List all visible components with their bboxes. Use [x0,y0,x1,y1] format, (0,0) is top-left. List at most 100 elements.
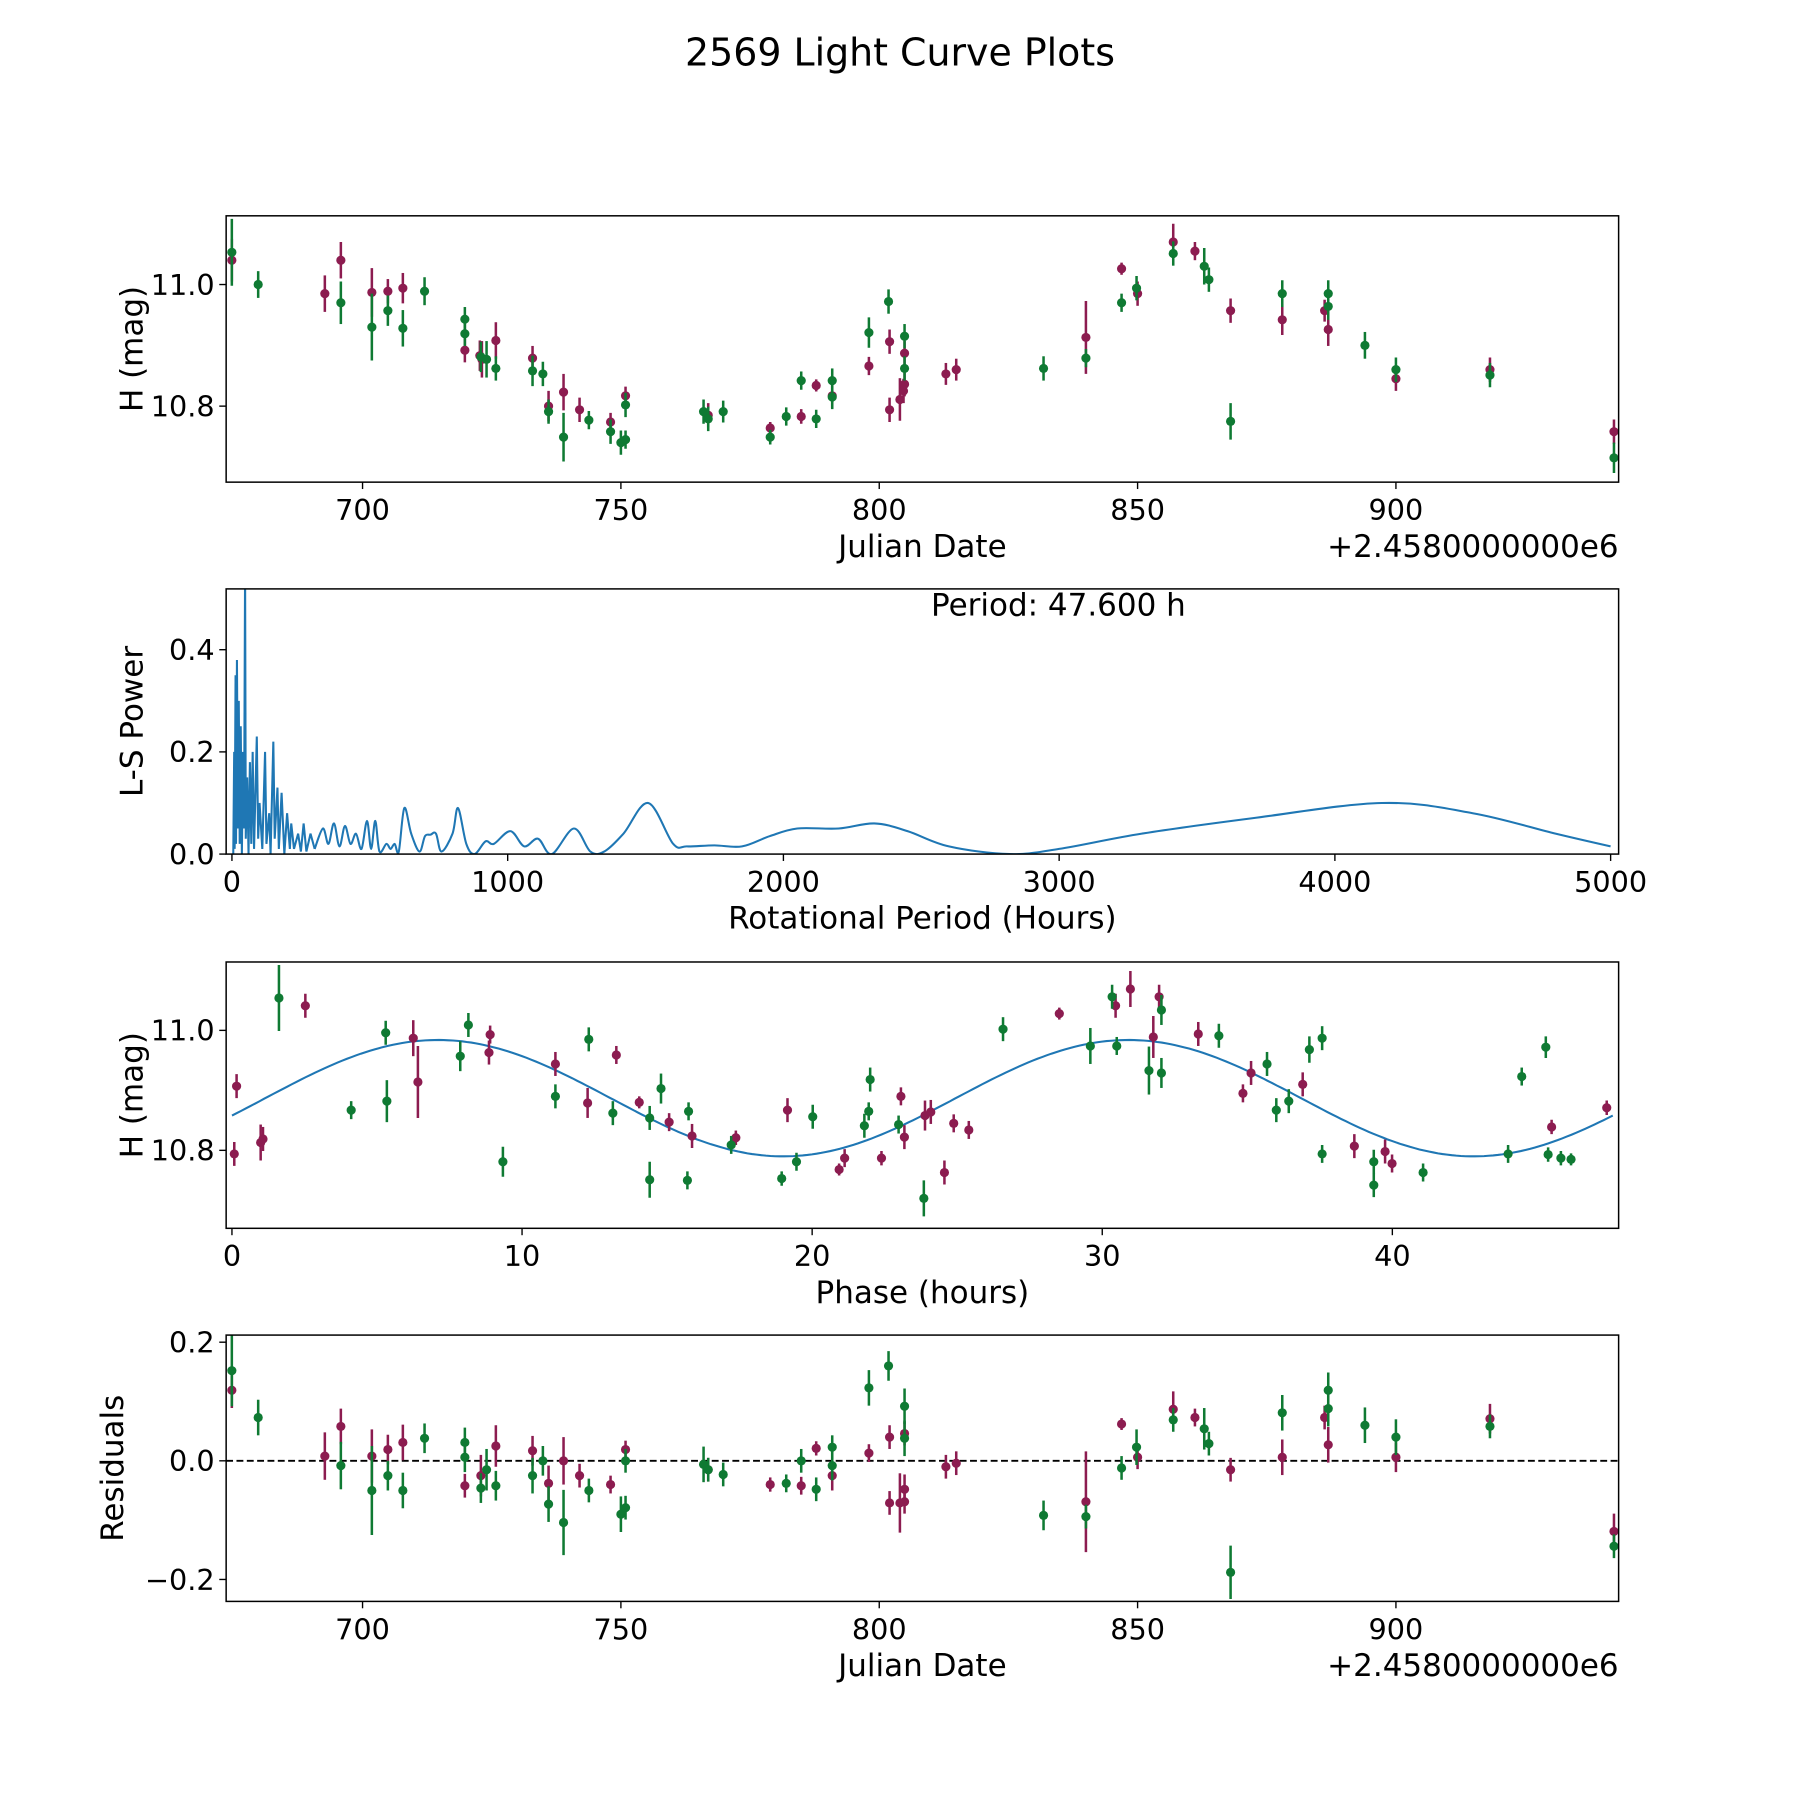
data-point [645,1105,655,1130]
data-marker [491,1481,501,1491]
data-marker [941,369,951,379]
data-point [419,1423,430,1454]
x-tick-label: 750 [594,493,649,527]
data-marker [656,1083,666,1094]
data-marker [899,348,910,358]
data-marker [1081,353,1091,363]
data-point [584,1027,594,1052]
data-point [1485,362,1495,388]
x-axis-label: Phase (hours) [816,1275,1030,1311]
data-point [584,1478,594,1503]
data-marker [1609,1526,1619,1537]
data-marker [1391,1452,1401,1462]
data-marker [527,1446,538,1456]
data-marker [620,1503,631,1513]
data-point [682,1171,692,1190]
data-marker [1271,1105,1281,1115]
data-point [1609,442,1619,474]
data-marker [899,1401,910,1411]
data-point [1323,1427,1333,1463]
data-marker [527,366,538,376]
data-point [398,1424,408,1461]
data-point [1199,1408,1209,1450]
data-marker [253,1412,263,1423]
phased-axes: 0 10 20 30 40 10.8 11.0 Phase (hours) H (mag) [114,961,1620,1311]
data-point [1081,1504,1091,1529]
data-point [382,1080,392,1123]
y-tick-label: 0.2 [169,735,215,769]
data-marker [1317,1149,1327,1159]
data-point [1349,1134,1359,1159]
data-marker [865,1074,875,1085]
data-marker [574,1471,585,1481]
data-point [231,1074,242,1099]
data-point [1556,1150,1566,1166]
data-marker [1609,453,1619,463]
data-marker [1323,1385,1333,1395]
data-point [864,356,874,376]
data-marker [336,255,346,265]
x-tick-label: 900 [1369,493,1424,527]
data-marker [463,1020,473,1030]
data-marker [1085,1041,1095,1051]
data-point [1360,331,1370,359]
data-marker [558,432,569,442]
data-point [320,275,330,312]
data-point [460,1473,470,1498]
data-point [827,384,837,410]
data-marker [827,1442,837,1452]
data-marker [1214,1031,1224,1041]
phased-frame [225,961,1620,1230]
data-marker [791,1157,802,1167]
periodogram-line-short-periods [232,588,316,855]
data-marker [584,1034,594,1044]
data-marker [894,1119,904,1130]
x-tick-label: 800 [852,1612,907,1646]
y-tick-label: −0.2 [145,1563,215,1597]
data-marker [1168,248,1178,259]
data-marker [1246,1068,1256,1078]
data-marker [1284,1096,1294,1106]
data-marker [460,1481,470,1491]
x-tick-label: 0 [223,865,241,899]
data-marker [460,345,470,355]
data-point [620,430,631,449]
lightcurve-axes: 700 750 800 850 900 10.8 11.0 Julian Date H (mag… [114,215,1620,565]
data-marker [1081,1497,1091,1507]
data-marker [481,1465,492,1475]
data-marker [383,286,393,296]
data-marker [1360,340,1370,350]
data-point [1190,1408,1200,1427]
data-point [1054,1007,1064,1020]
data-point [484,1040,494,1065]
data-marker [550,1091,561,1101]
data-point [1148,1015,1158,1058]
data-point [408,1020,418,1057]
series_a-points [227,223,1619,444]
data-marker [484,1047,494,1058]
residuals-plot-area [226,1335,1619,1600]
data-point [1277,280,1287,308]
data-marker [899,331,910,341]
data-marker [645,1113,655,1123]
data-point [864,1102,874,1121]
y-tick-label: 0.0 [169,1444,215,1478]
data-point [227,1335,237,1407]
data-marker [765,432,775,442]
data-point [703,406,713,432]
data-point [1566,1153,1576,1166]
data-point [367,1445,377,1535]
data-marker [367,287,377,298]
data-point [811,1477,821,1502]
data-marker [367,322,377,332]
data-point [1225,403,1236,440]
data-point [455,1041,465,1072]
data-marker [1225,306,1236,316]
data-marker [543,1499,554,1509]
data-marker [864,1448,874,1458]
data-point [336,281,346,325]
data-point [574,397,585,422]
data-point [1609,419,1619,444]
data-point [1107,984,1117,1009]
x-axis-label: Rotational Period (Hours) [728,901,1116,937]
